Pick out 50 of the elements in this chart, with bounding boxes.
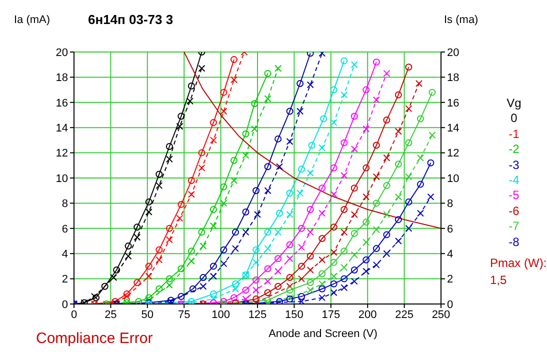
x-tick-label: 225 [395,308,414,321]
text: -5 [508,188,520,204]
x-tick-label: 125 [248,308,267,321]
y2-tick-label: 16 [447,97,460,110]
y-axis-title: Ia (mA) [14,14,50,26]
text: -6 [508,204,520,220]
text: -1 [508,126,520,142]
x-tick-label: 175 [322,308,340,321]
x-tick-label: 50 [141,308,154,321]
x-tick-label: 0 [70,308,78,321]
y-tick-label: 6 [62,223,68,236]
text: -3 [508,158,520,174]
x-tick-label: 100 [212,308,230,321]
y2-axis-title: Is (ma) [444,14,478,26]
y2-tick-label: 20 [447,46,460,59]
text: -7 [508,219,520,235]
text: 1,5 [490,273,507,287]
y-tick-label: 16 [56,97,68,110]
x-tick-label: 250 [432,308,450,321]
y-tick-label: 14 [56,122,68,135]
y2-tick-label: 0 [447,298,454,311]
x-tick-label: 200 [358,308,377,321]
x-tick-label: 75 [178,308,190,321]
x-axis-title: Anode and Screen (V) [268,328,378,340]
x-tick-label: 25 [104,308,117,321]
y-tick-label: 18 [56,72,68,84]
y2-tick-label: 4 [447,248,454,261]
text: Compliance Error [36,330,153,347]
text: -8 [508,234,520,250]
y2-tick-label: 18 [447,72,460,84]
y-tick-label: 2 [62,274,68,286]
y2-tick-label: 2 [447,274,454,286]
legend-title: Vg [506,96,522,112]
y-tick-label: 20 [56,46,68,59]
text: -4 [508,173,520,188]
y-tick-label: 12 [56,148,68,160]
text: Pmax (W): [490,256,547,270]
y2-tick-label: 10 [447,172,460,185]
y2-tick-label: 14 [447,122,460,135]
text: -2 [508,142,520,158]
text: 0 [510,111,518,127]
y2-tick-label: 6 [447,223,454,236]
y-tick-label: 10 [56,172,68,185]
y2-tick-label: 8 [447,198,454,210]
y-tick-label: 8 [62,198,68,210]
x-tick-label: 150 [285,308,304,321]
y2-tick-label: 12 [447,148,460,160]
y-tick-label: 0 [62,298,68,311]
y-tick-label: 4 [62,248,68,261]
chart-title: 6н14п 03-73 3 [88,12,174,27]
